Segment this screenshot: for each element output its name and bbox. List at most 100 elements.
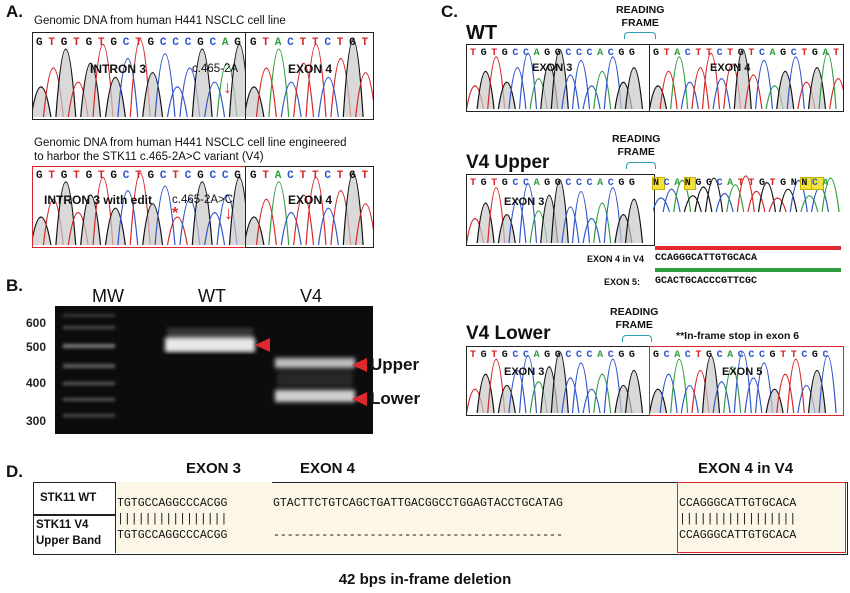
chromatogram-peak bbox=[650, 85, 668, 110]
base-letter: C bbox=[324, 37, 331, 49]
base-letter: G bbox=[501, 178, 508, 189]
base-letter: C bbox=[122, 37, 130, 49]
chromatogram-peak bbox=[593, 202, 612, 244]
base-letter: G bbox=[147, 37, 155, 49]
base-letter: C bbox=[607, 178, 614, 189]
down-arrow-icon: ↓ bbox=[224, 203, 233, 223]
chromatogram-peak bbox=[736, 175, 755, 213]
chromatogram-peak bbox=[280, 81, 302, 118]
base-letter: C bbox=[221, 170, 229, 182]
base-letter: A bbox=[769, 48, 776, 59]
chromatogram-peak bbox=[142, 72, 164, 118]
base-letter: G bbox=[60, 37, 68, 49]
match-bars-exon3: |||||||||||||||| bbox=[117, 513, 228, 526]
chromatogram-peak bbox=[508, 370, 527, 414]
ladder-400: 400 bbox=[26, 376, 47, 390]
chromatogram-peak bbox=[228, 176, 246, 246]
base-letter: A bbox=[533, 178, 540, 189]
base-letter: C bbox=[716, 350, 723, 361]
base-letter: G bbox=[554, 350, 561, 361]
chromatogram-peak bbox=[508, 67, 527, 110]
base-letter: G bbox=[234, 170, 241, 182]
intron3-label: INTRON 3 bbox=[90, 62, 147, 76]
base-letter: G bbox=[618, 48, 625, 59]
chromatogram-peak bbox=[305, 176, 327, 246]
base-letter: T bbox=[361, 170, 369, 182]
c-v4u-exon3-label: EXON 3 bbox=[504, 196, 545, 208]
c-wt-exon4-trace bbox=[649, 44, 844, 112]
v4-gap-seq: ----------------------------------------… bbox=[273, 529, 563, 542]
base-letter: T bbox=[299, 37, 307, 49]
chromatogram-peak bbox=[680, 82, 699, 110]
base-letter: G bbox=[110, 170, 117, 182]
lower-band-label: Lower bbox=[370, 389, 421, 408]
row-label-wt: STK11 WT bbox=[40, 492, 97, 504]
chromatogram-peak bbox=[561, 206, 580, 244]
chromatogram-peak bbox=[659, 373, 678, 414]
chromatogram-peak bbox=[246, 86, 265, 118]
c-v4l-exon5-label: EXON 5 bbox=[722, 366, 763, 378]
exon5-bar bbox=[655, 268, 841, 272]
base-letter: G bbox=[811, 350, 818, 361]
wt-title: WT bbox=[466, 22, 498, 44]
chromatogram-peak bbox=[768, 197, 787, 213]
chromatogram-c-wt-right bbox=[650, 49, 843, 110]
base-letter: T bbox=[491, 48, 498, 59]
base-letter: C bbox=[565, 350, 572, 361]
base-letter: C bbox=[565, 48, 572, 59]
base-letter: G bbox=[618, 178, 625, 189]
upper-band-label: Upper bbox=[370, 355, 420, 374]
chromatogram-peak bbox=[246, 216, 265, 246]
row-divider bbox=[33, 514, 115, 516]
chromatogram-peak bbox=[166, 216, 188, 246]
base-letter: C bbox=[790, 48, 797, 59]
base-letter: A bbox=[674, 350, 681, 361]
chromatogram-peak bbox=[33, 216, 52, 246]
chromatogram-c-v4l-right bbox=[650, 351, 837, 414]
base-letter: C bbox=[801, 350, 808, 361]
base-letter: A bbox=[274, 170, 282, 182]
base-letter: T bbox=[727, 48, 734, 59]
base-letter: C bbox=[663, 178, 670, 189]
base-letter: T bbox=[801, 48, 808, 59]
d-header-exon4: EXON 4 bbox=[300, 460, 356, 477]
base-letter: G bbox=[758, 178, 765, 189]
base-letter: G bbox=[36, 37, 43, 49]
lane-mw-label: MW bbox=[92, 286, 124, 306]
base-letter: G bbox=[349, 170, 356, 182]
chromatogram-peak bbox=[701, 355, 721, 414]
reading-frame-wt: READING FRAME bbox=[616, 4, 665, 29]
exon4-v4-bar bbox=[655, 246, 841, 250]
base-letter: C bbox=[575, 178, 582, 189]
chromatogram-a-bottom-right bbox=[246, 172, 373, 246]
deletion-caption: 42 bps in-frame deletion bbox=[338, 571, 512, 588]
panel-a-bottom-caption-1: Genomic DNA from human H441 NSCLC cell l… bbox=[34, 137, 347, 149]
base-letter: C bbox=[184, 170, 192, 182]
exon4-v4-column bbox=[677, 482, 846, 553]
base-letter: G bbox=[501, 48, 508, 59]
reading-frame-v4-lower: READING FRAME bbox=[610, 306, 659, 331]
chromatogram-peak bbox=[204, 212, 226, 246]
chromatogram-peak bbox=[268, 48, 290, 118]
base-letter: A bbox=[674, 48, 681, 59]
base-letter: G bbox=[618, 350, 625, 361]
base-letter: C bbox=[209, 37, 217, 49]
chromatogram-peak bbox=[744, 74, 763, 110]
base-letter: T bbox=[299, 170, 307, 182]
base-letter: G bbox=[544, 350, 551, 361]
exon4-label-v4: EXON 4 bbox=[288, 193, 333, 207]
base-letter: C bbox=[575, 350, 582, 361]
base-letter: A bbox=[674, 178, 681, 189]
base-letter: A bbox=[727, 178, 734, 189]
base-letter: G bbox=[628, 178, 635, 189]
base-letter: C bbox=[522, 48, 529, 59]
base-letter: T bbox=[311, 170, 319, 182]
lower-band-arrow-icon bbox=[352, 392, 367, 406]
base-letter: C bbox=[810, 177, 824, 190]
chromatogram-peak bbox=[280, 212, 302, 246]
exon4-in-v4-row-label: EXON 4 in V4 bbox=[587, 254, 645, 264]
base-letter: C bbox=[287, 170, 294, 182]
base-letter: G bbox=[780, 178, 787, 189]
v4-exon4v4-seq: CCAGGGCATTGTGCACA bbox=[679, 529, 797, 542]
